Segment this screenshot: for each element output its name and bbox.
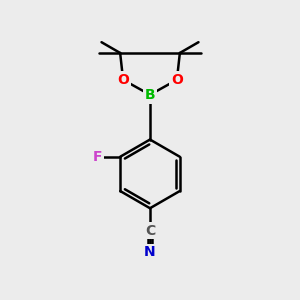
- Text: C: C: [145, 224, 155, 238]
- Text: N: N: [144, 245, 156, 260]
- Text: B: B: [145, 88, 155, 102]
- Text: O: O: [171, 73, 183, 87]
- Text: O: O: [117, 73, 129, 87]
- Text: F: F: [93, 150, 103, 164]
